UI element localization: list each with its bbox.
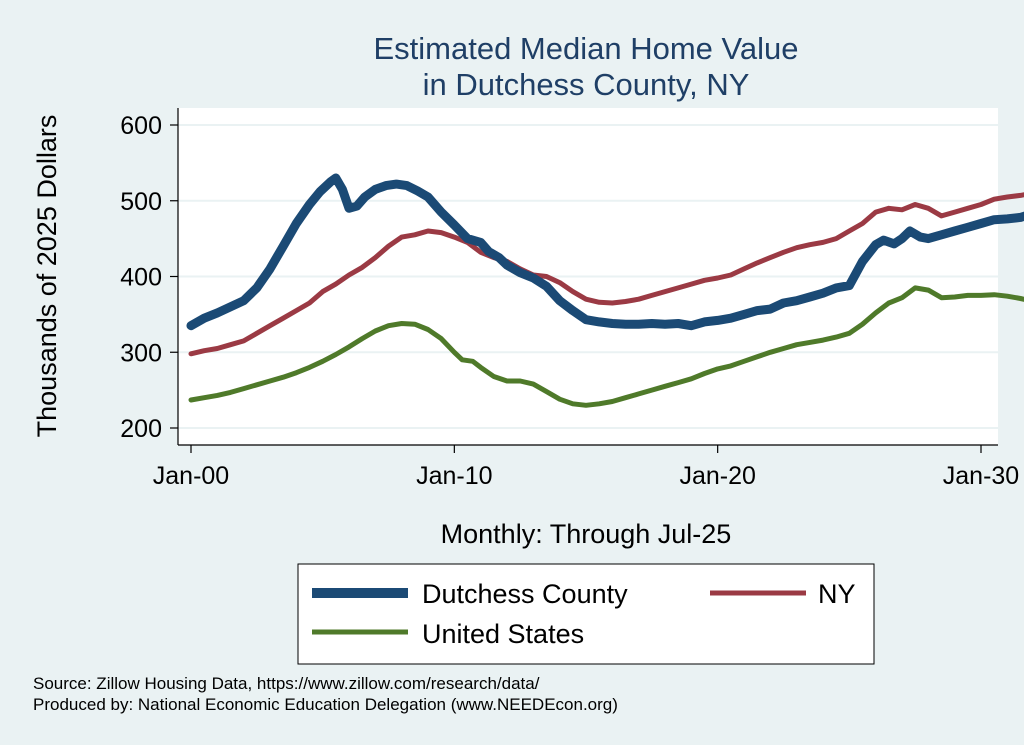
y-tick-label: 500: [120, 188, 162, 216]
legend-label: Dutchess County: [422, 579, 628, 609]
legend-box: [297, 563, 875, 665]
legend-label: United States: [422, 619, 584, 649]
y-tick-label: 400: [120, 264, 162, 292]
series-lines: [186, 173, 1024, 408]
x-tick-label: Jan-30: [943, 462, 1019, 490]
y-tick-label: 300: [120, 339, 162, 367]
legend: Dutchess County NY United States: [312, 579, 856, 649]
source-note: Source: Zillow Housing Data, https://www…: [33, 673, 618, 715]
source-line: Source: Zillow Housing Data, https://www…: [33, 674, 540, 693]
legend-label: NY: [818, 579, 856, 609]
chart-title-line2: in Dutchess County, NY: [423, 67, 750, 102]
y-tick-label: 200: [120, 415, 162, 443]
x-tick-label: Jan-20: [679, 462, 755, 490]
x-tick-label: Jan-00: [153, 462, 229, 490]
x-tick-label: Jan-10: [416, 462, 492, 490]
producer-line: Produced by: National Economic Education…: [33, 695, 618, 714]
y-axis-label: Thousands of 2025 Dollars: [32, 115, 62, 438]
axes: 200 300 400 500 600 Jan-00 Jan-10 Jan-20 Jan-30: [120, 108, 1019, 490]
series-line-ny: [188, 192, 1024, 357]
y-tick-label: 600: [120, 112, 162, 140]
chart-title-line1: Estimated Median Home Value: [373, 31, 798, 66]
series-line-united-states: [188, 285, 1024, 408]
x-axis-label: Monthly: Through Jul-25: [441, 519, 732, 549]
series-line-dutchess-county: [186, 173, 1024, 331]
